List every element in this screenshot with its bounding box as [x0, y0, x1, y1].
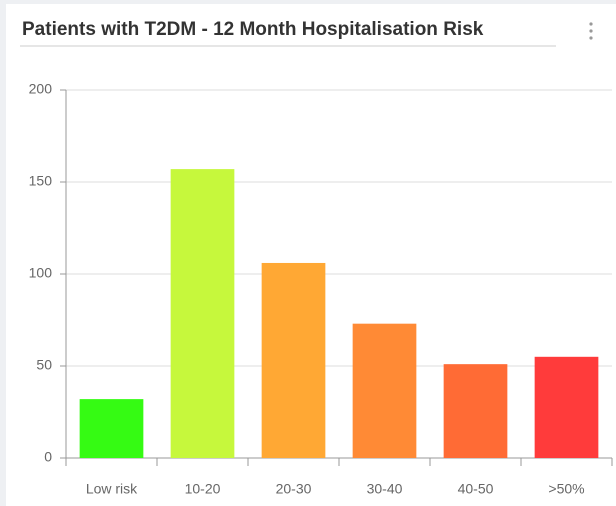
chart-title: Patients with T2DM - 12 Month Hospitalis… [22, 19, 484, 40]
bar [534, 356, 599, 458]
y-tick-label: 0 [44, 449, 52, 465]
bar [261, 262, 326, 458]
menu-icon[interactable] [589, 22, 593, 40]
x-tick-label: >50% [548, 481, 584, 497]
y-tick-label: 50 [36, 357, 52, 373]
bar [170, 169, 235, 458]
bar [79, 399, 144, 458]
x-tick-label: 40-50 [458, 481, 494, 497]
y-tick-label: 200 [29, 81, 53, 97]
bar [352, 323, 417, 458]
x-tick-label: 30-40 [367, 481, 403, 497]
x-tick-label: 10-20 [185, 481, 221, 497]
y-tick-label: 150 [29, 173, 53, 189]
bar [443, 364, 508, 458]
x-tick-label: Low risk [86, 481, 138, 497]
y-tick-label: 100 [29, 265, 53, 281]
x-tick-label: 20-30 [276, 481, 312, 497]
